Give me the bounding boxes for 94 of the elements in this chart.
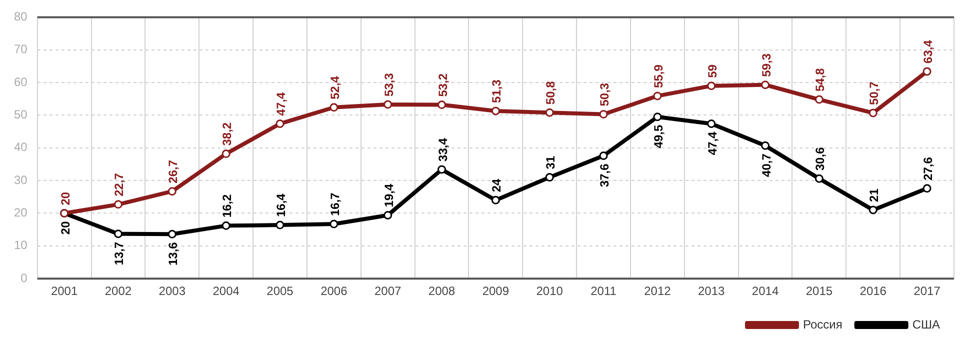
x-tick-label: 2006: [320, 284, 348, 298]
y-tick-label: 50: [14, 108, 28, 122]
point: [168, 187, 176, 196]
point: [384, 210, 392, 220]
point: [330, 220, 338, 228]
x-tick-label: 2016: [860, 284, 887, 298]
x-tick-label: 2009: [482, 284, 510, 298]
x-tick-label: 2003: [158, 284, 186, 298]
x-tick-label: 2014: [752, 284, 779, 298]
point: [384, 100, 392, 109]
data-label: 21: [867, 188, 882, 202]
y-tick-label: 70: [14, 42, 28, 56]
y-tick-label: 40: [14, 140, 28, 154]
x-tick-label: 2011: [590, 284, 617, 298]
data-label: 50,3: [598, 82, 612, 106]
point: [491, 106, 500, 116]
data-label: 19,4: [382, 184, 396, 208]
data-label: 47,4: [705, 131, 720, 156]
data-label: 24: [490, 178, 504, 192]
data-label: 20: [58, 220, 72, 235]
data-label: 50,8: [544, 80, 558, 105]
point: [114, 200, 122, 209]
point: [438, 100, 446, 110]
point: [599, 110, 608, 118]
point: [868, 206, 878, 214]
x-tick-label: 2001: [50, 284, 78, 298]
point: [761, 141, 770, 150]
data-label: 31: [544, 156, 558, 170]
legend-label: США: [912, 317, 940, 332]
point: [545, 108, 554, 117]
point: [653, 112, 662, 122]
data-label: 55,9: [651, 64, 666, 88]
legend-label: Россия: [802, 317, 842, 332]
y-tick-label: 60: [14, 74, 28, 89]
data-label: 49,5: [651, 124, 666, 148]
point: [168, 230, 176, 238]
data-label: 20: [58, 192, 72, 206]
data-label: 16,7: [328, 192, 342, 216]
point: [922, 184, 932, 193]
data-label: 53,3: [382, 72, 396, 96]
x-tick-label: 2004: [212, 284, 240, 298]
data-label: 54,8: [813, 68, 828, 92]
point: [491, 196, 500, 204]
point: [276, 119, 284, 128]
point: [438, 165, 446, 174]
x-tick-label: 2015: [806, 284, 833, 298]
y-tick-label: 20: [14, 206, 28, 220]
data-label: 63,4: [921, 40, 936, 64]
point: [599, 151, 608, 160]
data-label: 30,6: [813, 146, 828, 171]
point: [653, 92, 662, 100]
data-label: 53,2: [436, 73, 450, 97]
point: [922, 67, 932, 76]
point: [707, 119, 716, 128]
x-tick-label: 2008: [428, 284, 456, 298]
data-label: 27,6: [921, 156, 936, 180]
data-label: 38,2: [220, 122, 234, 146]
point: [814, 95, 824, 104]
data-label: 26,7: [166, 160, 180, 184]
point: [222, 221, 230, 230]
x-tick-label: 2010: [536, 284, 564, 298]
y-tick-label: 80: [14, 10, 28, 24]
point: [222, 150, 230, 158]
x-tick-label: 2002: [104, 284, 132, 298]
y-tick-label: 10: [14, 238, 28, 252]
point: [707, 82, 716, 90]
data-label: 59: [705, 64, 720, 78]
point: [330, 103, 338, 112]
point: [276, 220, 284, 230]
x-tick-label: 2017: [914, 284, 941, 298]
data-label: 22,7: [112, 172, 126, 196]
x-tick-label: 2007: [374, 284, 402, 298]
y-tick-label: 0: [20, 270, 28, 285]
data-label: 51,3: [490, 79, 504, 103]
data-label: 59,3: [759, 53, 774, 77]
y-tick-label: 30: [14, 172, 28, 187]
point: [114, 230, 122, 238]
x-tick-label: 2005: [266, 284, 294, 298]
data-label: 52,4: [328, 76, 342, 100]
point: [814, 174, 824, 183]
point: [545, 173, 554, 182]
data-label: 13,6: [166, 242, 180, 266]
data-label: 50,7: [867, 81, 882, 105]
point: [868, 108, 878, 118]
data-label: 13,7: [112, 242, 126, 266]
point: [761, 80, 770, 90]
data-label: 47,4: [274, 92, 288, 116]
x-tick-label: 2012: [644, 284, 672, 298]
x-tick-label: 2013: [698, 284, 726, 298]
data-label: 40,7: [759, 153, 774, 177]
data-label: 16,2: [220, 194, 234, 218]
data-label: 37,6: [598, 163, 612, 188]
data-label: 33,4: [436, 138, 450, 162]
data-label: 16,4: [274, 193, 288, 218]
